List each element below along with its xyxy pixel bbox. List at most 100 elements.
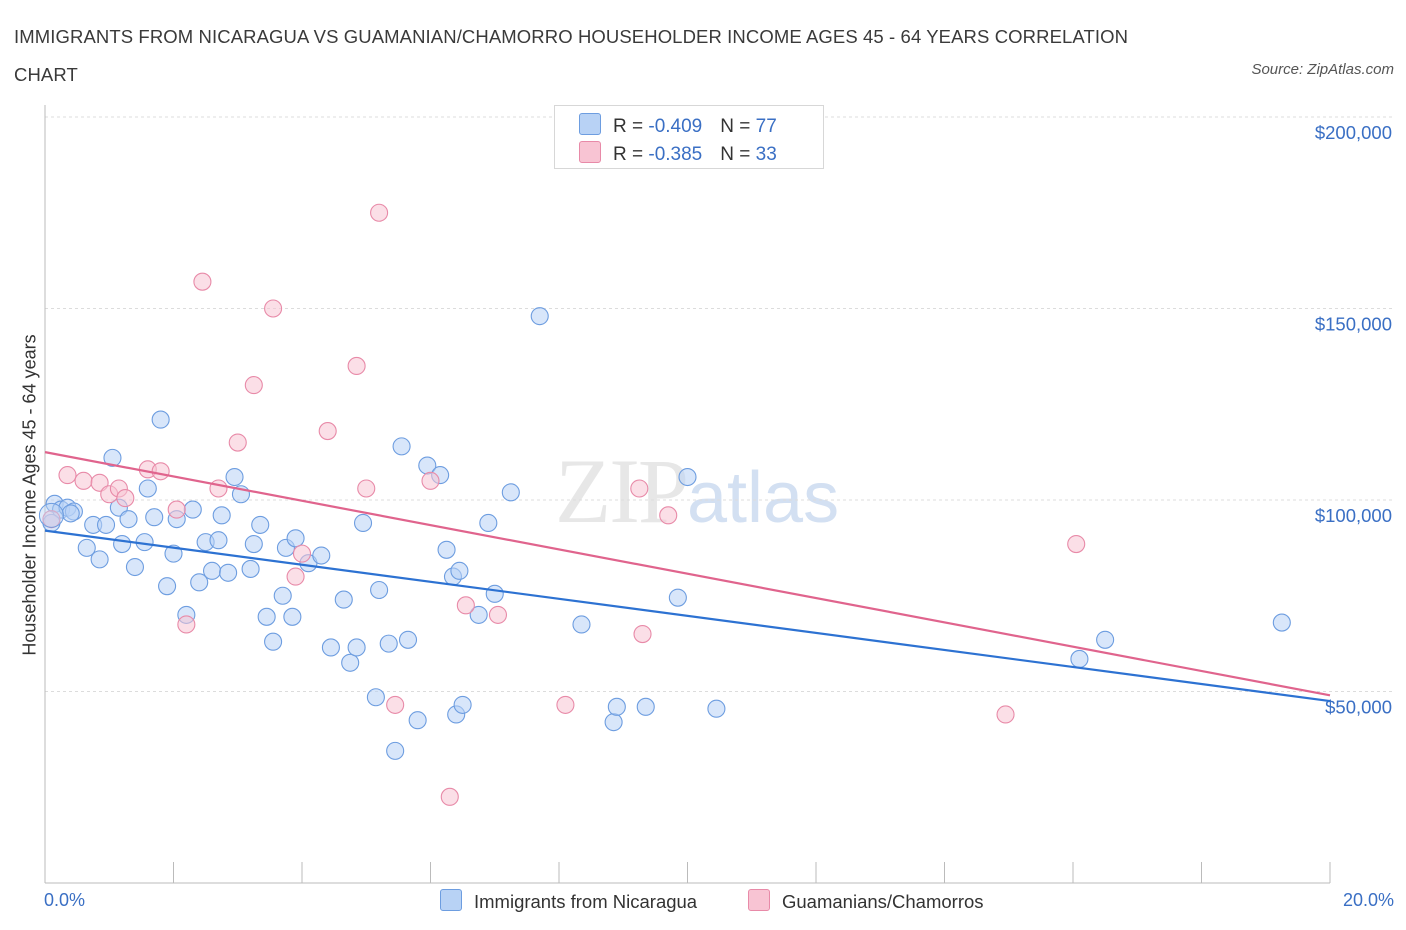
guamanian-point (357, 479, 376, 498)
legend-row-guamanian: R = -0.385 N = 33 (579, 141, 777, 165)
nicaragua-point (125, 557, 144, 577)
nicaragua-point (283, 607, 302, 626)
nicaragua-point (678, 467, 697, 487)
legend-n-value: 77 (755, 116, 777, 137)
guamanian-point (292, 544, 312, 563)
nicaragua-point (312, 546, 331, 565)
nicaragua-point (370, 580, 389, 600)
nicaragua-point (151, 410, 170, 429)
nicaragua-point (341, 653, 360, 672)
guamanian-point (58, 466, 77, 485)
nicaragua-point (334, 590, 353, 609)
nicaragua-point (479, 513, 498, 533)
nicaragua-point (138, 479, 157, 498)
guamanian-point (228, 433, 247, 452)
guamanian-trendline (44, 451, 1331, 697)
legend-row-nicaragua: R = -0.409 N = 77 (579, 113, 777, 137)
legend-swatch-pink (579, 141, 601, 163)
nicaragua-point (636, 697, 655, 716)
nicaragua-point (158, 577, 177, 596)
guamanian-point (556, 695, 575, 714)
y-axis-label: Householder Income Ages 45 - 64 years (19, 334, 40, 656)
legend-r-label: R = (613, 144, 649, 165)
legend-swatch-blue (579, 113, 601, 135)
nicaragua-point (1272, 613, 1291, 632)
nicaragua-point (190, 573, 209, 592)
x-tick-label-min: 0.0% (44, 890, 86, 910)
guamanian-point (347, 356, 366, 376)
nicaragua-point (273, 586, 292, 605)
legend-r-label: R = (613, 116, 649, 137)
nicaragua-point (321, 638, 340, 657)
legend-r-value: -0.409 (648, 116, 703, 137)
guamanian-point (456, 596, 475, 615)
nicaragua-point (1096, 630, 1115, 649)
guamanian-point (386, 695, 405, 714)
nicaragua-point (450, 561, 469, 580)
series-swatch-blue (440, 889, 462, 911)
nicaragua-point (1070, 649, 1089, 668)
nicaragua-point (241, 559, 260, 578)
nicaragua-point (386, 741, 405, 760)
guamanian-point (370, 203, 389, 222)
y-tick-label: $200,000 (1315, 122, 1392, 143)
series-legend-guamanian: Guamanians/Chamorros (748, 889, 984, 913)
guamanian-point (264, 299, 283, 318)
nicaragua-point (61, 504, 80, 523)
guamanian-point (996, 705, 1015, 724)
nicaragua-point (225, 467, 244, 487)
guamanian-point (440, 787, 459, 806)
nicaragua-point (607, 697, 626, 716)
y-tick-label: $50,000 (1325, 697, 1392, 718)
guamanian-point (244, 376, 263, 395)
guamanian-point (116, 489, 135, 508)
nicaragua-point (145, 508, 164, 527)
guamanian-point (167, 500, 186, 519)
nicaragua-point (379, 634, 398, 653)
correlation-legend: R = -0.409 N = 77 R = -0.385 N = 33 (554, 105, 824, 169)
guamanian-point (286, 567, 305, 586)
source-credit: Source: ZipAtlas.com (1251, 61, 1394, 78)
y-tick-label: $150,000 (1315, 314, 1392, 335)
watermark: ZIPatlas (555, 438, 839, 544)
nicaragua-point (119, 510, 138, 529)
guamanian-point (193, 272, 212, 291)
nicaragua-point (668, 588, 687, 607)
nicaragua-point (257, 607, 276, 626)
legend-n-value: 33 (755, 144, 777, 165)
legend-n-label: N = (720, 144, 756, 165)
nicaragua-point (366, 688, 385, 707)
nicaragua-point (77, 538, 96, 557)
watermark-zip: ZIP (555, 440, 689, 542)
legend-n-label: N = (720, 116, 756, 137)
nicaragua-point (251, 515, 270, 534)
guamanian-point (151, 462, 170, 481)
nicaragua-point (453, 695, 472, 714)
guamanian-point (630, 479, 649, 498)
nicaragua-point (209, 531, 228, 550)
nicaragua-point (203, 561, 222, 580)
nicaragua-point (164, 544, 183, 563)
guamanian-point (659, 506, 678, 525)
nicaragua-point (219, 563, 238, 582)
nicaragua-point (96, 515, 116, 534)
nicaragua-point (286, 529, 305, 548)
guamanian-point (209, 479, 228, 498)
nicaragua-point (604, 713, 623, 732)
cluster-point (38, 502, 64, 528)
nicaragua-point (264, 632, 283, 651)
guamanian-point (74, 471, 93, 490)
guamanian-point (421, 471, 440, 490)
nicaragua-point (183, 500, 202, 519)
nicaragua-point (707, 699, 726, 718)
nicaragua-point (353, 513, 373, 533)
nicaragua-point (392, 437, 411, 456)
nicaragua-point (113, 534, 132, 554)
nicaragua-point (572, 615, 591, 634)
nicaragua-point (244, 534, 263, 554)
guamanian-point (318, 422, 337, 441)
chart-title: IMMIGRANTS FROM NICARAGUA VS GUAMANIAN/C… (14, 26, 1129, 85)
nicaragua-point (501, 483, 520, 502)
guamanian-point (177, 615, 196, 634)
